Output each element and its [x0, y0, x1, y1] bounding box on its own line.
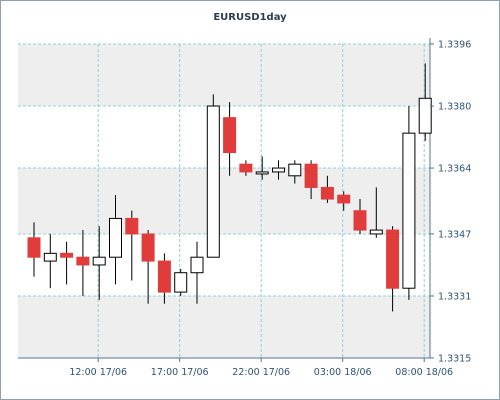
candle-body — [239, 163, 253, 173]
candle — [353, 199, 367, 234]
candle — [337, 191, 351, 211]
candle-body — [255, 171, 269, 175]
x-tick-label: 22:00 17/06 — [232, 367, 290, 378]
y-tick-label: 1.3347 — [438, 229, 471, 240]
candle-body — [125, 217, 139, 235]
candle — [60, 241, 74, 285]
background-band — [18, 295, 430, 358]
y-tick-label: 1.3380 — [438, 102, 471, 113]
candle — [369, 187, 383, 238]
candle-body — [272, 167, 285, 173]
candle — [174, 268, 188, 296]
candle — [141, 230, 155, 304]
candle — [288, 160, 302, 184]
x-tick-label: 17:00 17/06 — [151, 367, 209, 378]
candle — [223, 102, 237, 176]
candle-body — [27, 237, 41, 258]
x-tick-label: 08:00 18/06 — [395, 367, 453, 378]
y-axis-ticks: 1.3396 1.3380 1.3364 1.3347 1.3331 1.3315 — [430, 40, 471, 365]
candle — [320, 175, 334, 203]
candle-body — [174, 272, 188, 293]
candle — [157, 253, 171, 304]
x-axis-ticks: 12:00 17/06 17:00 17/06 22:00 17/06 03:00 1… — [69, 358, 453, 378]
y-tick-label: 1.3396 — [438, 40, 471, 51]
candle-body — [190, 256, 204, 274]
background-band — [18, 44, 430, 107]
candle — [272, 160, 285, 180]
candle-body — [109, 217, 122, 258]
candle-body — [141, 233, 155, 262]
axes — [18, 38, 431, 359]
x-tick-label: 03:00 18/06 — [314, 367, 372, 378]
candle-body — [386, 229, 400, 289]
candle-body — [60, 252, 74, 258]
candle-body — [43, 252, 57, 262]
candle — [206, 94, 220, 258]
candle-body — [369, 229, 383, 235]
x-tick-label: 12:00 17/06 — [69, 367, 127, 378]
candle — [76, 230, 90, 296]
background-band — [18, 168, 430, 234]
candle — [27, 222, 41, 277]
y-tick-label: 1.3331 — [438, 291, 471, 302]
candle — [92, 226, 106, 300]
candles — [27, 63, 432, 312]
background-bands — [18, 44, 430, 358]
candle — [402, 106, 416, 300]
candle-body — [304, 163, 318, 188]
candle — [386, 226, 400, 312]
chart-title: EURUSD1day — [213, 12, 287, 23]
candle — [109, 195, 122, 285]
candle — [239, 160, 253, 176]
y-tick-label: 1.3364 — [438, 164, 471, 175]
candle-body — [353, 210, 367, 231]
candle — [255, 156, 269, 180]
candle — [43, 233, 57, 289]
candle — [418, 63, 432, 141]
candle-body — [337, 194, 351, 204]
y-tick-label: 1.3315 — [438, 354, 471, 365]
candle-body — [76, 256, 90, 266]
candle-body — [206, 105, 220, 258]
candle-body — [320, 186, 334, 200]
candle-body — [92, 256, 106, 266]
candle-body — [418, 97, 432, 134]
candle-body — [223, 117, 237, 154]
candle — [304, 160, 318, 200]
candle-body — [157, 260, 171, 293]
candle — [125, 210, 139, 281]
candle-body — [402, 132, 416, 289]
candle-body — [288, 163, 302, 177]
candle — [190, 241, 204, 304]
